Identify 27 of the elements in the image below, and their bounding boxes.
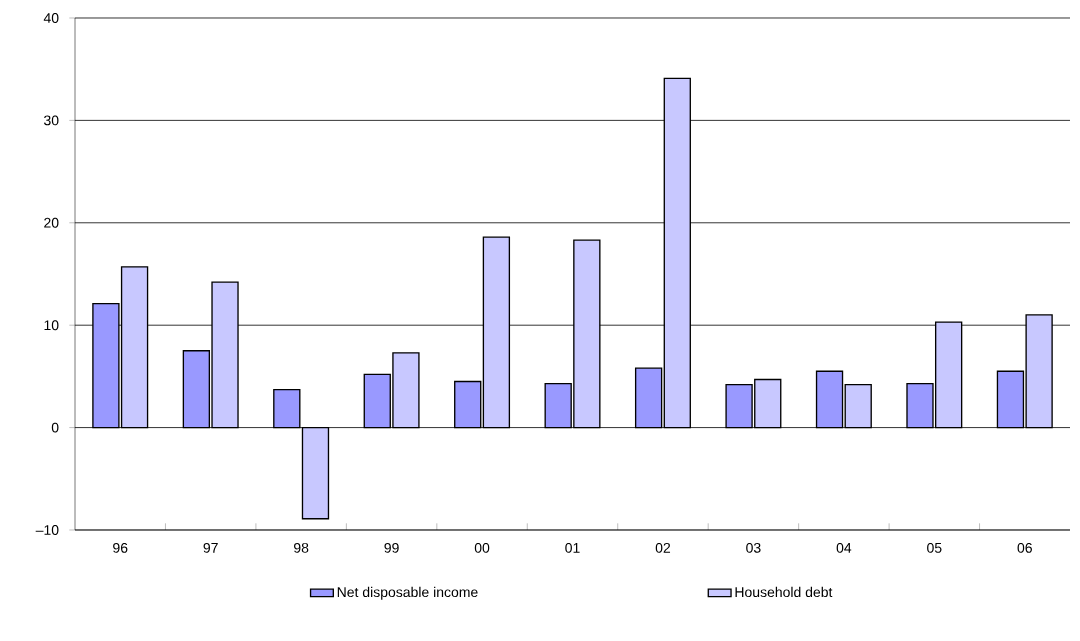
x-tick-label: 00	[474, 542, 490, 553]
legend-label: Household debt	[735, 586, 833, 598]
x-tick-label: 99	[384, 542, 399, 553]
y-tick-label: 10	[44, 320, 59, 331]
bar	[663, 77, 691, 429]
x-tick-label: 98	[294, 542, 309, 553]
bar	[815, 370, 844, 429]
bar	[482, 236, 511, 429]
bar	[634, 367, 663, 429]
y-tick-label: 0	[51, 422, 59, 433]
bar	[273, 389, 301, 429]
bar	[301, 426, 330, 520]
bar	[454, 380, 482, 429]
y-tick-label: 40	[43, 13, 59, 23]
y-tick-label: 30	[44, 115, 59, 126]
x-tick-label: 04	[836, 542, 852, 553]
x-tick-label: 97	[203, 542, 218, 553]
x-tick-label: 03	[746, 542, 761, 553]
bar	[844, 383, 872, 429]
y-tick-label: 20	[44, 217, 59, 228]
x-tick-label: 02	[655, 542, 671, 553]
x-tick-label: 05	[927, 542, 942, 553]
legend-label: Net disposable income	[337, 586, 478, 600]
y-tick-label: –10	[35, 525, 59, 535]
x-tick-label: 96	[113, 542, 128, 553]
x-tick-label: 06	[1017, 542, 1032, 553]
x-tick-label: 01	[565, 542, 580, 553]
